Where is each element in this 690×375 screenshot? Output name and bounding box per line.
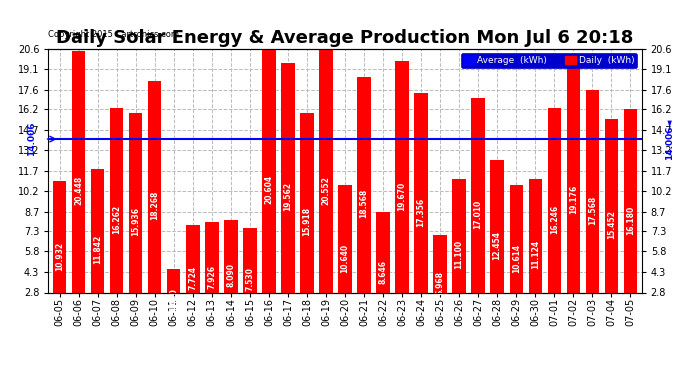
Bar [357,76,371,331]
Bar [509,186,523,331]
Text: 7.926: 7.926 [208,265,217,289]
Text: 11.100: 11.100 [455,240,464,269]
Bar [282,63,295,331]
Bar [91,169,104,331]
Bar [395,62,408,331]
Legend: Average  (kWh), Daily  (kWh): Average (kWh), Daily (kWh) [461,53,637,68]
Bar [529,178,542,331]
Bar [471,98,485,331]
Text: 7.530: 7.530 [246,267,255,291]
Bar [262,49,275,331]
Bar [72,51,86,331]
Text: Copyright 2015 Cartronics.com: Copyright 2015 Cartronics.com [48,30,179,39]
Text: 17.010: 17.010 [473,200,482,229]
Text: 19.176: 19.176 [569,185,578,214]
Text: 8.090: 8.090 [226,264,235,288]
Bar [319,50,333,331]
Title: Daily Solar Energy & Average Production Mon Jul 6 20:18: Daily Solar Energy & Average Production … [57,29,633,47]
Text: 12.454: 12.454 [493,231,502,260]
Text: 4.490: 4.490 [169,288,178,312]
Text: 20.604: 20.604 [264,175,273,204]
Text: 15.936: 15.936 [131,207,140,236]
Bar [244,228,257,331]
Bar [205,222,219,331]
Text: 8.646: 8.646 [379,260,388,284]
Text: 16.180: 16.180 [626,206,635,235]
Text: 10.614: 10.614 [512,244,521,273]
Bar [376,213,390,331]
Bar [433,236,446,331]
Text: 20.552: 20.552 [322,176,331,205]
Bar [624,109,637,331]
Text: 16.246: 16.246 [550,205,559,234]
Text: 15.452: 15.452 [607,211,615,240]
Bar [415,93,428,331]
Bar [586,90,599,331]
Bar [186,225,199,331]
Text: 14.006: 14.006 [27,122,36,156]
Text: 20.448: 20.448 [75,176,83,206]
Text: 11.842: 11.842 [93,235,102,264]
Text: 10.932: 10.932 [55,242,64,270]
Text: 17.568: 17.568 [588,196,597,225]
Text: 17.356: 17.356 [417,198,426,226]
Text: 19.670: 19.670 [397,182,406,211]
Text: 18.268: 18.268 [150,191,159,220]
Text: 7.724: 7.724 [188,266,197,290]
Text: 14.006◄: 14.006◄ [665,118,674,160]
Text: 19.562: 19.562 [284,182,293,212]
Text: 11.124: 11.124 [531,240,540,269]
Bar [110,108,124,331]
Text: 18.568: 18.568 [359,189,368,218]
Bar [300,113,314,331]
Bar [566,68,580,331]
Text: 10.640: 10.640 [340,243,350,273]
Bar [148,81,161,331]
Bar [224,220,237,331]
Bar [167,269,181,331]
Bar [129,112,142,331]
Bar [53,181,66,331]
Text: 15.918: 15.918 [302,207,311,236]
Text: 16.262: 16.262 [112,205,121,234]
Bar [453,179,466,331]
Bar [338,185,352,331]
Bar [491,160,504,331]
Text: 6.968: 6.968 [435,271,444,295]
Bar [604,119,618,331]
Bar [548,108,561,331]
